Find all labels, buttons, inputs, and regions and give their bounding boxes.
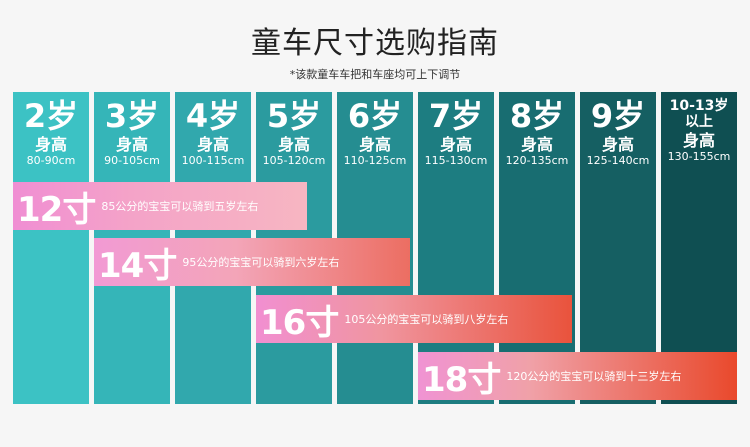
age-label: 4岁 <box>185 97 241 135</box>
size-band-14: 14寸 95公分的宝宝可以骑到六岁左右 <box>94 238 410 286</box>
size-description: 105公分的宝宝可以骑到八岁左右 <box>344 313 509 326</box>
height-range: 90-105cm <box>104 154 160 167</box>
height-range: 105-120cm <box>262 154 326 167</box>
age-label: 10-13岁 以上 <box>661 98 737 130</box>
height-label: 身高 <box>196 135 229 154</box>
wheel-size: 14寸 <box>98 245 177 286</box>
height-label: 身高 <box>682 131 715 150</box>
height-label: 身高 <box>358 135 391 154</box>
age-label: 7岁 <box>428 97 484 135</box>
height-range: 80-90cm <box>26 154 76 167</box>
size-description: 85公分的宝宝可以骑到五岁左右 <box>101 200 259 213</box>
size-description: 95公分的宝宝可以骑到六岁左右 <box>182 256 340 269</box>
age-label-line1: 10-13岁 <box>669 98 729 114</box>
height-label: 身高 <box>601 135 634 154</box>
size-band-12: 12寸 85公分的宝宝可以骑到五岁左右 <box>13 182 307 230</box>
height-label: 身高 <box>277 135 310 154</box>
height-label: 身高 <box>115 135 148 154</box>
height-label: 身高 <box>439 135 472 154</box>
height-range: 110-125cm <box>343 154 407 167</box>
wheel-size: 12寸 <box>17 189 96 230</box>
age-label: 6岁 <box>347 97 403 135</box>
age-label: 9岁 <box>590 97 646 135</box>
age-label: 5岁 <box>266 97 322 135</box>
height-range: 125-140cm <box>586 154 650 167</box>
size-description: 120公分的宝宝可以骑到十三岁左右 <box>506 370 682 383</box>
age-column-2: 2岁 身高 80-90cm <box>13 92 89 404</box>
wheel-size: 18寸 <box>422 359 501 400</box>
height-range: 120-135cm <box>505 154 569 167</box>
height-range: 100-115cm <box>181 154 245 167</box>
adjustment-note: *该款童车车把和车座均可上下调节 <box>289 68 461 81</box>
size-band-18: 18寸 120公分的宝宝可以骑到十三岁左右 <box>418 352 737 400</box>
age-label: 2岁 <box>23 97 79 135</box>
wheel-size: 16寸 <box>260 302 339 343</box>
height-range: 130-155cm <box>667 150 731 163</box>
age-label: 3岁 <box>104 97 160 135</box>
age-label: 8岁 <box>509 97 565 135</box>
age-label-line2: 以上 <box>685 114 713 130</box>
height-range: 115-130cm <box>424 154 488 167</box>
page-title: 童车尺寸选购指南 <box>251 26 499 61</box>
height-label: 身高 <box>520 135 553 154</box>
size-band-16: 16寸 105公分的宝宝可以骑到八岁左右 <box>256 295 572 343</box>
height-label: 身高 <box>34 135 67 154</box>
